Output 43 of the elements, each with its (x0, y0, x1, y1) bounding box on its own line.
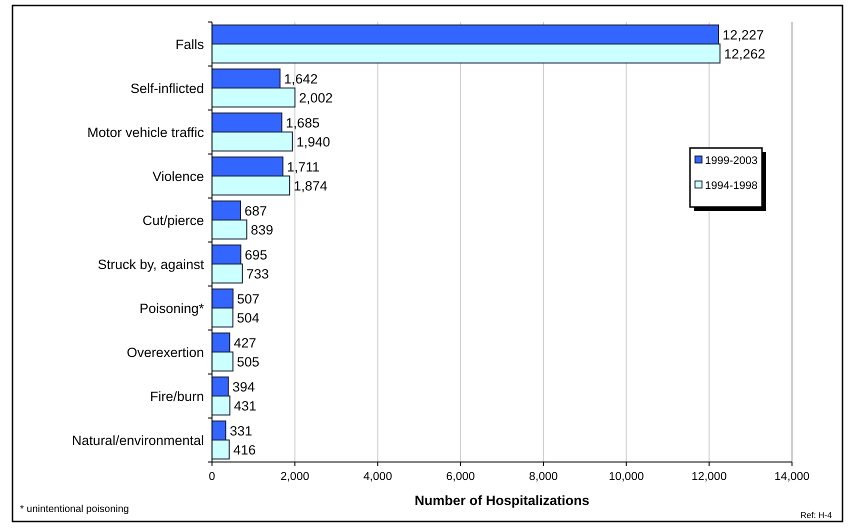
data-label: 12,262 (724, 46, 766, 62)
data-label: 507 (237, 291, 260, 306)
data-label: 1,711 (286, 159, 320, 174)
y-tick-label: Cut/pierce (142, 212, 204, 228)
data-label: 1,685 (286, 115, 320, 130)
y-tick-label: Overexertion (126, 344, 204, 360)
data-label: 431 (234, 398, 256, 414)
x-tick-label: 12,000 (692, 471, 727, 483)
text: Ref: H-4 (800, 510, 832, 520)
x-tick-label: 0 (208, 471, 216, 483)
data-label: 695 (244, 247, 268, 262)
data-label: 12,227 (722, 27, 764, 42)
y-tick-label: Natural/environmental (72, 432, 204, 448)
x-tick-label: 10,000 (608, 471, 644, 483)
y-tick-label: Struck by, against (98, 256, 204, 272)
x-tick-label: 14,000 (774, 471, 810, 483)
data-label: 331 (230, 423, 252, 438)
x-tick-label: 6,000 (446, 471, 475, 483)
x-tick-label: 4,000 (363, 471, 392, 483)
x-tick-label: 2,000 (280, 471, 310, 483)
data-label: 505 (236, 354, 260, 370)
data-label: 1,940 (296, 134, 330, 150)
y-tick-label: Self-inflicted (130, 80, 204, 96)
y-tick-label: Motor vehicle traffic (87, 124, 204, 140)
text: * unintentional poisoning (20, 504, 129, 515)
y-tick-label: Fire/burn (150, 388, 204, 404)
y-tick-label: Falls (175, 36, 204, 52)
data-label: 733 (246, 266, 269, 282)
data-label: 394 (232, 379, 256, 394)
data-label: 1,874 (294, 178, 328, 194)
data-label: 839 (250, 222, 274, 238)
y-tick-label: Poisoning* (139, 300, 205, 316)
legend-label: 1999-2003 (705, 154, 758, 167)
data-label: 504 (236, 310, 260, 326)
x-tick-label: 8,000 (529, 471, 558, 483)
data-label: 2,002 (298, 90, 333, 106)
legend-label: 1994-1998 (705, 180, 758, 192)
data-label: 1,642 (284, 71, 318, 86)
data-label: 427 (234, 335, 256, 350)
y-tick-label: Violence (152, 168, 204, 184)
data-label: 416 (233, 442, 256, 458)
x-axis-title: Number of Hospitalizations (414, 493, 590, 508)
data-label: 687 (244, 203, 267, 218)
